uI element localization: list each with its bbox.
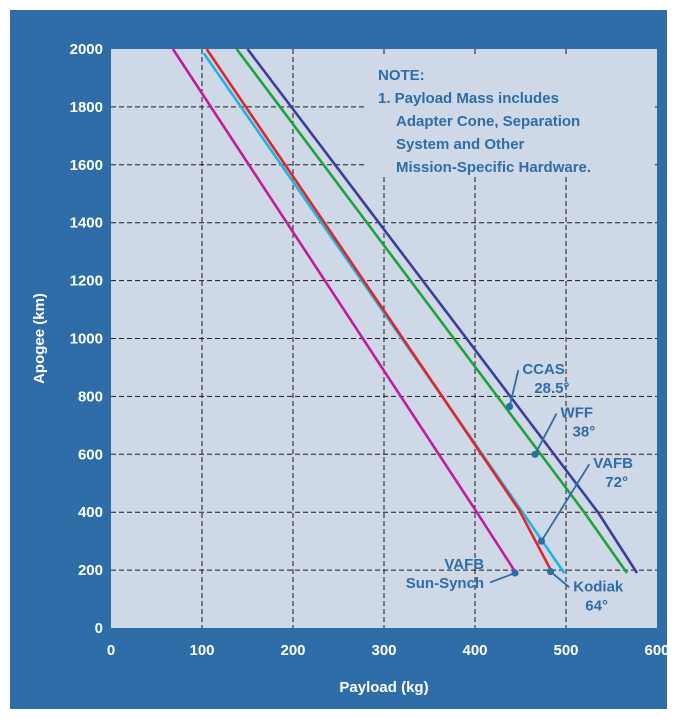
note-line: 1. Payload Mass includes: [378, 90, 559, 107]
annotation-1: CCAS 28.5°: [505, 361, 570, 411]
annotation-dot: [537, 537, 546, 545]
annotation-label: Sun-Synch: [406, 575, 484, 592]
annotation-5: Kodiak 64°: [546, 567, 624, 614]
annotation-label: 28.5°: [534, 380, 569, 397]
series-line-5: [171, 48, 518, 576]
series-layer: [171, 48, 639, 576]
annotation-leader: [549, 570, 570, 588]
note-line: Adapter Cone, Separation: [396, 113, 580, 130]
annotation-2: WFF 38°: [531, 405, 595, 458]
x-tick-label: 500: [553, 642, 578, 659]
note-line: Mission-Specific Hardware.: [396, 159, 591, 176]
annotation-label: 38°: [573, 424, 596, 441]
annotation-label: Kodiak: [573, 578, 624, 595]
annotation-dot: [531, 450, 539, 458]
series-line-2: [235, 48, 629, 574]
note-box: NOTE: 1. Payload Mass includes Adapter Con…: [367, 56, 655, 176]
annotation-dot: [505, 402, 514, 411]
x-tick-label: 0: [107, 642, 115, 659]
y-tick-label: 800: [78, 388, 103, 405]
x-tick-labels: 0 100 200 300 400 500 600: [107, 642, 670, 659]
note-line: System and Other: [396, 136, 525, 153]
y-tick-label: 1600: [70, 157, 103, 174]
y-tick-label: 0: [95, 620, 103, 637]
x-axis-title: Payload (kg): [339, 679, 428, 696]
annotation-4: VAFB Sun-Synch: [406, 556, 519, 592]
annotation-label: 64°: [585, 597, 608, 614]
annotation-dot: [511, 569, 519, 577]
x-tick-label: 400: [462, 642, 487, 659]
annotation-label: WFF: [561, 405, 593, 422]
y-tick-label: 400: [78, 504, 103, 521]
x-tick-label: 100: [189, 642, 214, 659]
y-tick-label: 600: [78, 446, 103, 463]
y-tick-label: 1000: [70, 331, 103, 348]
x-tick-label: 200: [280, 642, 305, 659]
annotation-leader: [508, 369, 520, 407]
annotation-3: VAFB 72°: [537, 455, 633, 545]
annotation-leader: [540, 463, 591, 542]
annotation-leader: [489, 572, 516, 584]
note-line: NOTE:: [378, 67, 425, 84]
annotation-label: 72°: [605, 474, 628, 491]
series-line-4: [205, 48, 554, 574]
annotation-label: CCAS: [522, 361, 565, 378]
y-tick-label: 200: [78, 562, 103, 579]
x-tick-label: 600: [644, 642, 669, 659]
x-tick-label: 300: [371, 642, 396, 659]
series-line-1: [246, 48, 639, 574]
y-axis-title: Apogee (km): [31, 293, 48, 384]
annotation-label: VAFB: [593, 455, 633, 472]
y-tick-label: 1800: [70, 99, 103, 116]
note-background: [367, 56, 655, 176]
y-tick-label: 1200: [70, 273, 103, 290]
annotation-dot: [546, 567, 555, 576]
y-tick-label: 2000: [70, 41, 103, 58]
annotation-leader: [534, 413, 558, 455]
annotations: CCAS 28.5° WFF 38° VAFB 72° VAFB Sun-Synch Kodia…: [406, 361, 633, 614]
annotation-label: VAFB: [444, 556, 484, 573]
series-line-3: [202, 52, 566, 574]
y-tick-label: 1400: [70, 215, 103, 232]
y-tick-labels: 0 200 400 600 800 1000 1200 1400 1600 1800 2000: [70, 41, 103, 637]
